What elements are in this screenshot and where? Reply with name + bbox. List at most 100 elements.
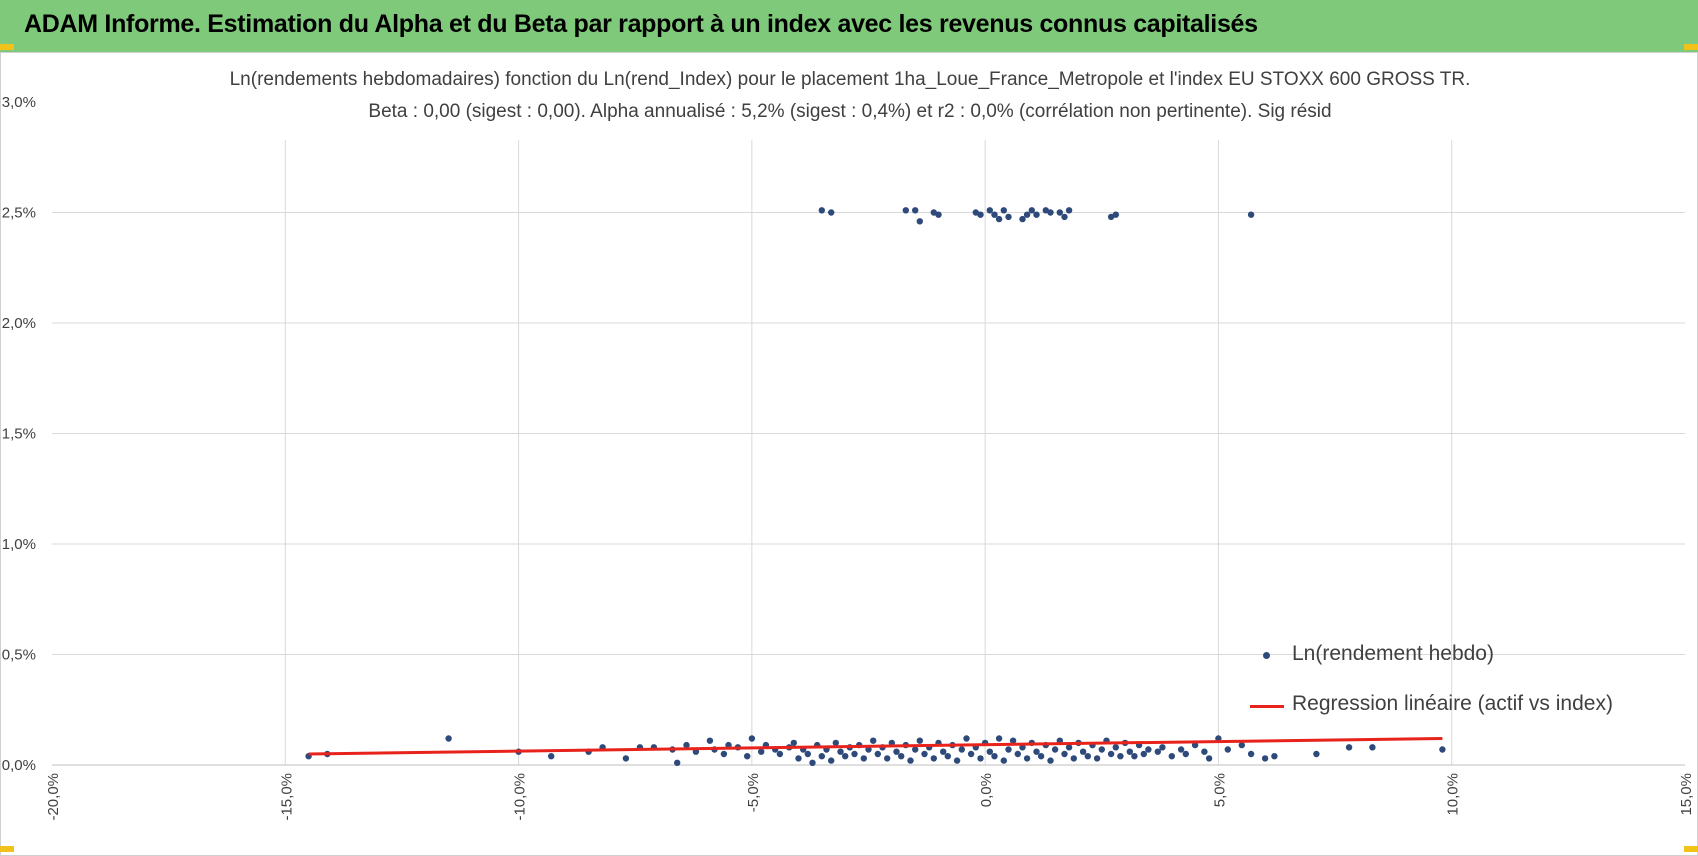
scatter-point <box>995 215 1003 223</box>
y-tick-label: 0,0% <box>2 757 36 774</box>
scatter-point <box>1065 207 1073 214</box>
scatter-point <box>1345 744 1353 751</box>
corner-marker-bl <box>0 846 14 852</box>
regression-line <box>308 736 1443 756</box>
legend-label-scatter: Ln(rendement hebdo) <box>1292 642 1494 665</box>
scatter-point <box>1070 755 1078 762</box>
y-tick-label: 1,5% <box>2 426 36 443</box>
scatter-point <box>1261 755 1269 762</box>
scatter-point <box>1313 750 1320 758</box>
x-tick-label: -5,0% <box>745 773 762 812</box>
scatter-point <box>935 211 942 218</box>
scatter-point <box>930 755 937 762</box>
scatter-point <box>683 741 690 749</box>
scatter-point <box>1037 753 1045 760</box>
scatter-point <box>1112 744 1120 751</box>
scatter-point <box>758 748 765 755</box>
scatter-point <box>953 757 961 764</box>
scatter-point <box>1033 748 1040 755</box>
scatter-point <box>902 207 909 214</box>
scatter-point <box>748 735 756 742</box>
scatter-point <box>1117 753 1124 760</box>
scatter-point <box>1205 755 1213 762</box>
scatter-point <box>916 218 923 225</box>
scatter-point <box>1056 209 1064 216</box>
scatter-point <box>622 755 630 762</box>
scatter-point <box>958 746 965 753</box>
scatter-point <box>986 207 993 214</box>
y-tick-label: 3,0% <box>2 94 36 111</box>
y-tick-label: 2,5% <box>2 205 36 222</box>
scatter-point <box>1238 741 1246 749</box>
scatter-point <box>1000 207 1007 214</box>
scatter-point <box>790 739 797 747</box>
scatter-point <box>991 211 998 218</box>
scatter-point <box>1047 209 1054 216</box>
scatter-point <box>1154 748 1162 755</box>
scatter-point <box>1107 750 1115 758</box>
scatter-point <box>1140 750 1148 758</box>
chart-title-line2: Beta : 0,00 (sigest : 0,00). Alpha annua… <box>368 101 1332 122</box>
scatter-point <box>851 750 858 758</box>
scatter-point <box>1065 744 1073 751</box>
y-tick-label: 0,5% <box>2 647 36 664</box>
scatter-point <box>944 753 951 760</box>
scatter-point <box>744 753 751 760</box>
scatter-point <box>991 753 998 760</box>
line-marker-icon <box>1250 705 1284 708</box>
x-tick-label: -20,0% <box>45 773 62 821</box>
x-tick-label: -15,0% <box>278 773 295 821</box>
scatter-point <box>1005 746 1012 753</box>
scatter-point <box>921 750 928 758</box>
scatter-point <box>977 755 984 762</box>
scatter-point <box>986 748 993 755</box>
scatter-point <box>1033 211 1040 218</box>
scatter-point <box>1061 750 1068 758</box>
scatter-point <box>870 737 877 744</box>
scatter-point <box>1093 755 1101 762</box>
chart-title-line1: Ln(rendements hebdomadaires) fonction du… <box>229 69 1471 90</box>
scatter-point <box>967 750 975 758</box>
scatter-point <box>842 753 849 760</box>
scatter-point <box>977 211 984 218</box>
report-banner: ADAM Informe. Estimation du Alpha et du … <box>0 0 1698 52</box>
x-tick-label: 10,0% <box>1445 773 1462 816</box>
scatter-point <box>1126 748 1134 755</box>
x-tick-label: 5,0% <box>1211 773 1228 807</box>
scatter-point <box>1009 737 1017 744</box>
scatter-point <box>828 757 835 764</box>
scatter-point <box>818 207 825 214</box>
corner-marker-br <box>1684 846 1698 852</box>
scatter-point <box>837 748 844 755</box>
scatter-point <box>1079 748 1087 755</box>
scatter-point <box>1145 746 1152 753</box>
scatter-point <box>795 755 802 762</box>
scatter-point <box>1051 746 1059 753</box>
scatter-point <box>1005 213 1012 221</box>
scatter-point <box>674 759 681 766</box>
scatter-point <box>1131 753 1138 760</box>
x-tick-label: 15,0% <box>1678 773 1695 816</box>
scatter-point <box>995 735 1003 742</box>
scatter-point <box>1023 755 1031 762</box>
scatter-point <box>706 737 714 744</box>
scatter-point <box>1023 211 1031 218</box>
scatter-point <box>1047 757 1054 764</box>
scatter-point <box>720 750 728 758</box>
report-title: ADAM Informe. Estimation du Alpha et du … <box>24 10 1258 38</box>
scatter-point <box>1247 211 1255 218</box>
x-tick-label: 0,0% <box>978 773 995 807</box>
scatter-point <box>1182 750 1190 758</box>
scatter-point <box>1112 211 1120 218</box>
scatter-point <box>1014 750 1021 758</box>
scatter-point <box>1159 744 1166 751</box>
chart-frame: Ln(rendements hebdomadaires) fonction du… <box>0 52 1698 856</box>
scatter-point <box>1000 757 1007 764</box>
scatter-point <box>865 746 872 753</box>
scatter-point <box>1061 213 1068 221</box>
scatter-point <box>963 735 970 742</box>
scatter-point <box>548 753 555 760</box>
scatter-point <box>1247 750 1255 758</box>
scatter-point <box>1177 746 1185 753</box>
